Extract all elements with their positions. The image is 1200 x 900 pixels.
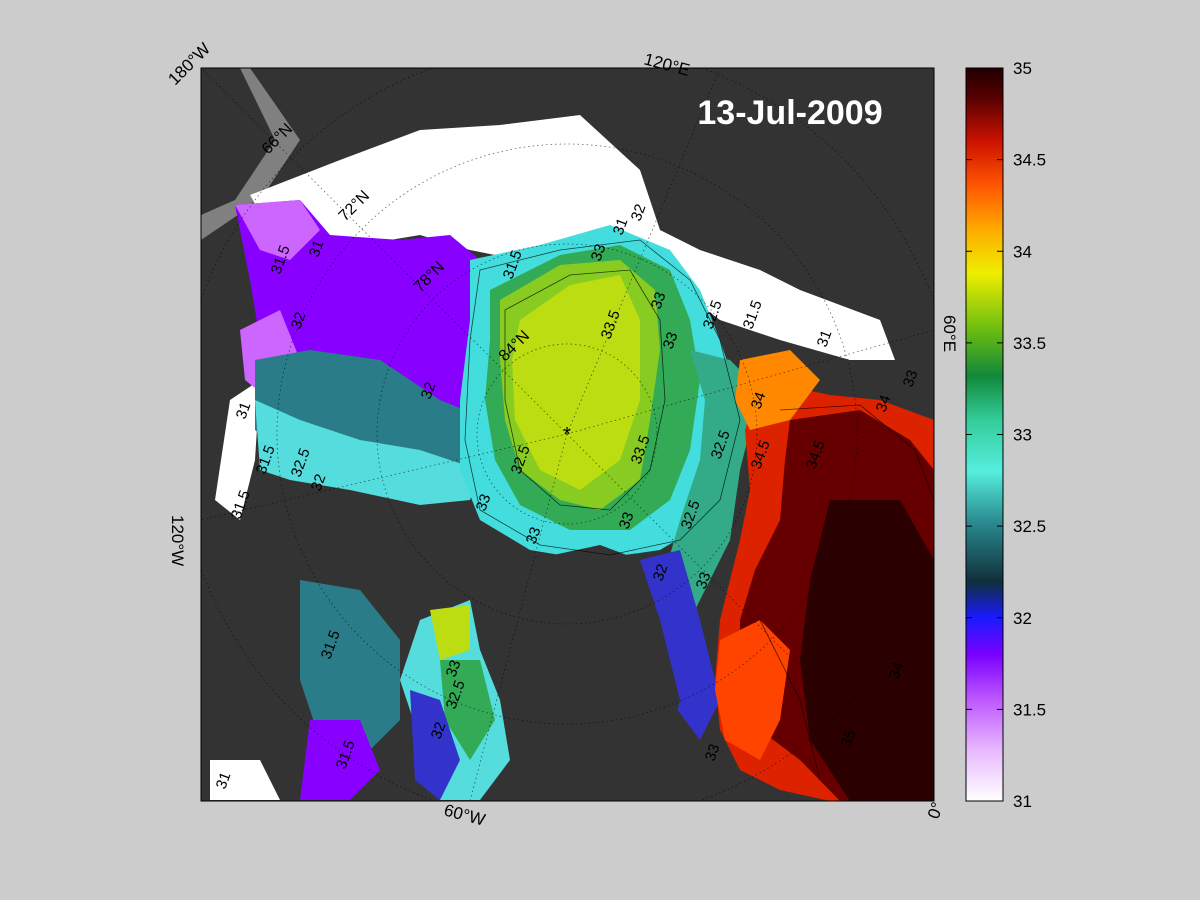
contour-label: 34: [886, 660, 908, 681]
contour-label: 33: [443, 658, 465, 679]
contour-label: 33: [660, 330, 682, 351]
contour-label: 33: [702, 742, 724, 763]
graticule: [201, 68, 934, 801]
contour-label: 33: [473, 492, 495, 513]
colorbar-tick-label: 32.5: [1013, 517, 1046, 536]
contour-label: 32: [628, 202, 650, 223]
contour-label: 31: [233, 400, 255, 421]
map-border: [200, 67, 935, 802]
colorbar-tick-label: 32: [1013, 609, 1032, 628]
contour-label: 33: [648, 290, 670, 311]
colorbar-tick-label: 34: [1013, 242, 1032, 261]
contour-label: 34: [873, 393, 895, 414]
contour-label: 33: [900, 368, 922, 389]
lon-label-60w: 60°W: [442, 801, 487, 830]
contour-label: 31: [213, 770, 235, 791]
high-salinity-core: [512, 275, 640, 490]
contour-lines: [464, 239, 934, 781]
lon-label-60e: 60°E: [940, 315, 959, 352]
contour-label: 32: [308, 472, 330, 493]
lon-label-0: 0°: [924, 800, 947, 822]
greenland-landmass: [490, 545, 680, 801]
contour-label: 31: [306, 238, 328, 259]
contour-label: 32: [418, 380, 440, 401]
colorbar-tick-label: 33.5: [1013, 334, 1046, 353]
low-salinity-region: [235, 200, 480, 420]
contour-label: 33: [693, 570, 715, 591]
north-pole-marker: *: [563, 424, 571, 446]
contour-label: 34: [748, 390, 770, 411]
contour-label: 33: [523, 525, 545, 546]
contour-label: 35: [838, 728, 860, 749]
contour-label: 32: [428, 720, 450, 741]
lon-label-120w: 120°W: [168, 515, 187, 566]
contour-label: 33: [616, 510, 638, 531]
contour-label: 33: [588, 242, 610, 263]
contour-label: 31: [814, 328, 836, 349]
colorbar-tick-label: 34.5: [1013, 151, 1046, 170]
colorbar-tick-label: 31.5: [1013, 700, 1046, 719]
contour-label: 32: [650, 562, 672, 583]
colorbar-tick-label: 31: [1013, 792, 1032, 811]
contour-label: 32: [288, 310, 310, 331]
contour-label: 31: [610, 216, 632, 237]
date-label: 13-Jul-2009: [697, 94, 882, 132]
colorbar-ticks: 35 34.5 34 33.5 33 32.5 32 31.5 31: [966, 59, 1046, 811]
colorbar-tick-label: 33: [1013, 426, 1032, 445]
colorbar-tick-label: 35: [1013, 59, 1032, 78]
